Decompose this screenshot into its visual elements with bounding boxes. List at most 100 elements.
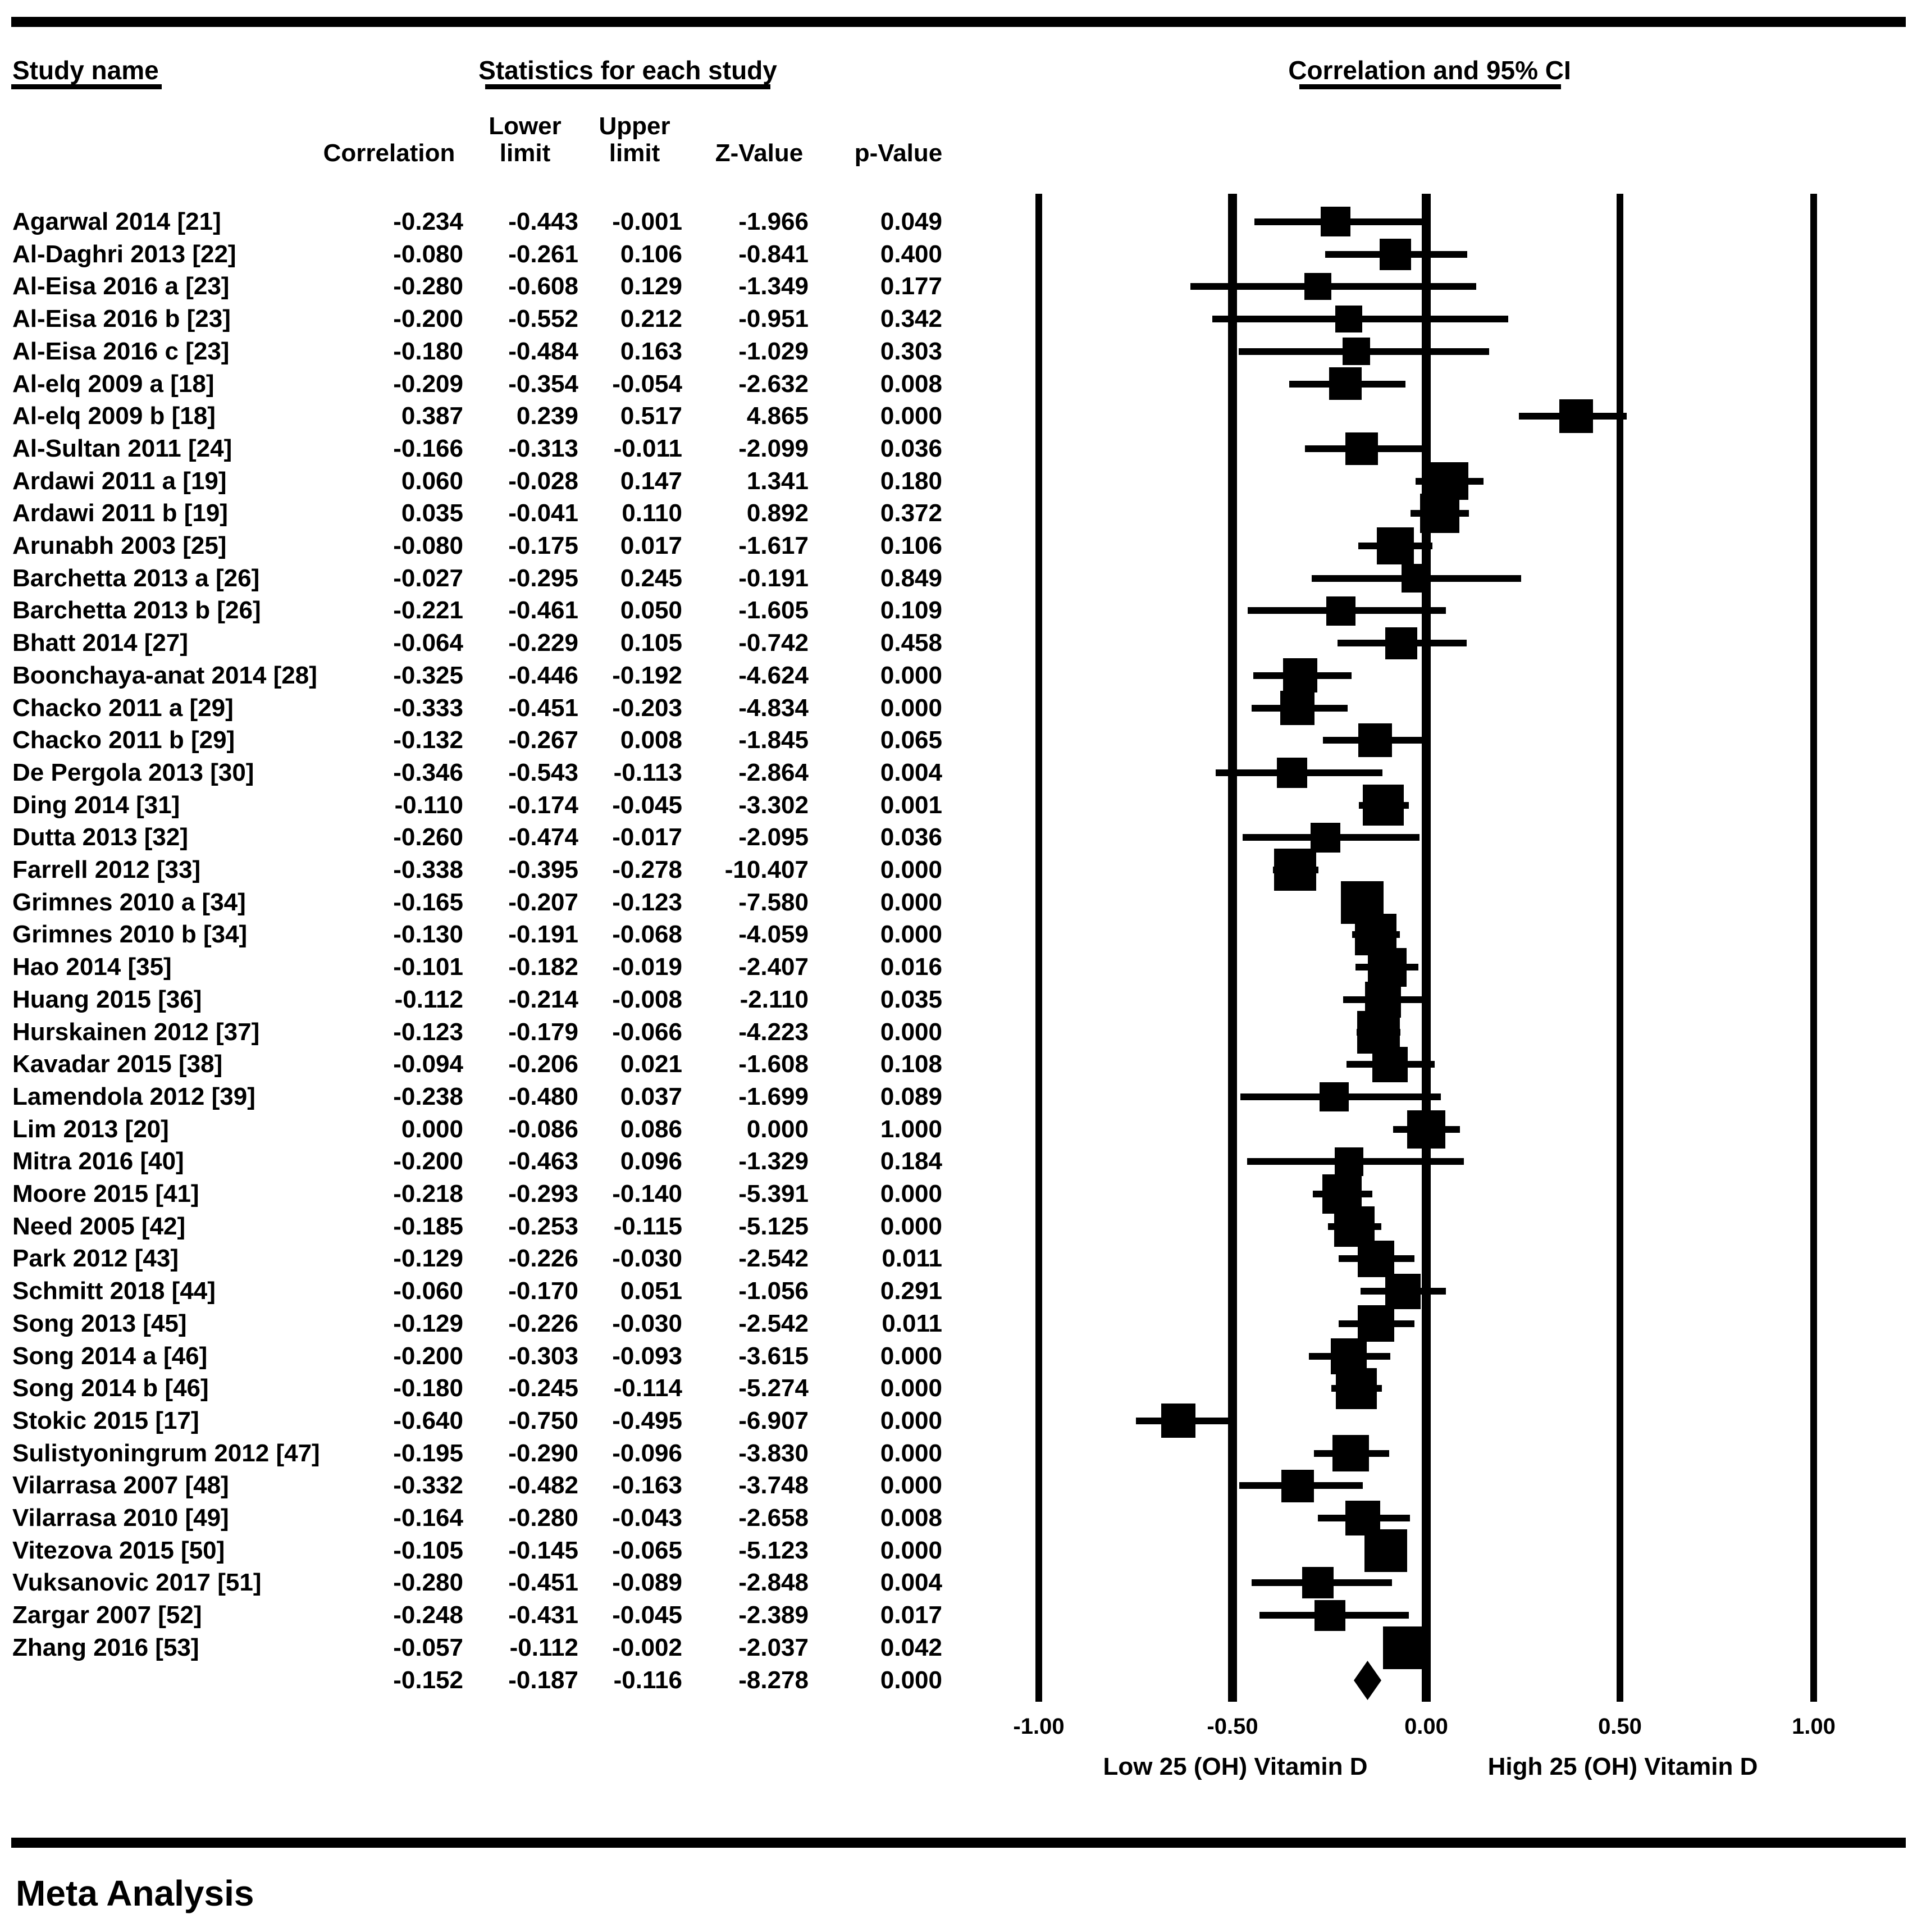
stat-correlation: -0.166 bbox=[393, 435, 463, 462]
stat-z-value: -0.951 bbox=[738, 305, 809, 332]
study-name: Al-elq 2009 b [18] bbox=[12, 402, 216, 430]
stat-p-value: 0.000 bbox=[880, 1018, 942, 1046]
stat-lower-limit: -0.226 bbox=[508, 1310, 578, 1337]
stat-upper-limit: 0.050 bbox=[620, 596, 682, 624]
effect-square bbox=[1343, 338, 1370, 365]
stat-upper-limit: -0.093 bbox=[612, 1342, 682, 1370]
stat-lower-limit: -0.431 bbox=[508, 1601, 578, 1629]
stat-lower-limit: -0.229 bbox=[508, 629, 578, 657]
stat-correlation: -0.129 bbox=[393, 1245, 463, 1272]
stat-lower-limit: -0.303 bbox=[508, 1342, 578, 1370]
stat-correlation: -0.180 bbox=[393, 1374, 463, 1402]
study-name: Al-Sultan 2011 [24] bbox=[12, 435, 232, 462]
stat-p-value: 0.180 bbox=[880, 467, 942, 495]
stat-p-value: 0.011 bbox=[882, 1310, 942, 1337]
stat-lower-limit: -0.175 bbox=[508, 532, 578, 559]
stat-p-value: 0.106 bbox=[880, 532, 942, 559]
stat-z-value: -0.191 bbox=[738, 564, 809, 592]
study-name: Zhang 2016 [53] bbox=[12, 1634, 199, 1661]
stat-z-value: -4.624 bbox=[738, 662, 809, 689]
stat-correlation: -0.129 bbox=[393, 1310, 463, 1337]
stat-lower-limit: -0.191 bbox=[508, 921, 578, 948]
stat-upper-limit: -0.045 bbox=[612, 791, 682, 819]
stat-lower-limit: -0.608 bbox=[508, 272, 578, 300]
stat-lower-limit: -0.395 bbox=[508, 856, 578, 883]
effect-square bbox=[1336, 1368, 1377, 1409]
stat-lower-limit: -0.446 bbox=[508, 662, 578, 689]
stat-p-value: 0.000 bbox=[880, 1537, 942, 1564]
stat-lower-limit: -0.451 bbox=[508, 694, 578, 722]
stat-lower-limit: -0.463 bbox=[508, 1147, 578, 1175]
stat-upper-limit: -0.030 bbox=[612, 1310, 682, 1337]
stat-lower-limit: -0.480 bbox=[508, 1083, 578, 1110]
stat-p-value: 0.008 bbox=[880, 1504, 942, 1532]
stat-correlation: 0.035 bbox=[401, 499, 463, 527]
stat-z-value: -4.834 bbox=[738, 694, 809, 722]
stat-z-value: 4.865 bbox=[746, 402, 809, 430]
stat-z-value: -3.748 bbox=[738, 1471, 809, 1499]
stat-correlation: -0.060 bbox=[393, 1277, 463, 1305]
stat-z-value: -4.059 bbox=[738, 921, 809, 948]
stat-p-value: 0.000 bbox=[880, 402, 942, 430]
stat-correlation: -0.218 bbox=[393, 1180, 463, 1208]
stat-upper-limit: 0.147 bbox=[620, 467, 682, 495]
stat-p-value: 0.000 bbox=[880, 1342, 942, 1370]
overall-diamond bbox=[1354, 1661, 1381, 1700]
stat-z-value: -5.274 bbox=[738, 1374, 809, 1402]
stat-correlation: -0.333 bbox=[393, 694, 463, 722]
stat-upper-limit: 0.037 bbox=[620, 1083, 682, 1110]
stat-upper-limit: -0.002 bbox=[612, 1634, 682, 1661]
stat-z-value: -1.699 bbox=[738, 1083, 809, 1110]
stat-lower-limit: -0.354 bbox=[508, 370, 578, 398]
stat-lower-limit: -0.290 bbox=[508, 1439, 578, 1467]
stat-lower-limit: -0.206 bbox=[508, 1050, 578, 1078]
stat-upper-limit: -0.123 bbox=[612, 888, 682, 916]
study-name: Dutta 2013 [32] bbox=[12, 823, 189, 851]
stat-lower-limit: -0.207 bbox=[508, 888, 578, 916]
effect-square bbox=[1385, 1274, 1421, 1309]
axis-tick-label: -0.50 bbox=[1207, 1714, 1258, 1739]
study-name: Hurskainen 2012 [37] bbox=[12, 1018, 260, 1046]
stat-upper-limit: -0.043 bbox=[612, 1504, 682, 1532]
stat-z-value: -3.615 bbox=[738, 1342, 809, 1370]
stat-lower-limit: -0.245 bbox=[508, 1374, 578, 1402]
effect-square bbox=[1358, 1305, 1394, 1342]
stat-upper-limit: 0.096 bbox=[620, 1147, 682, 1175]
stat-p-value: 0.089 bbox=[880, 1083, 942, 1110]
study-name: Song 2013 [45] bbox=[12, 1310, 187, 1337]
study-name: Grimnes 2010 b [34] bbox=[12, 921, 248, 948]
stat-correlation: -0.338 bbox=[393, 856, 463, 883]
stat-z-value: -0.742 bbox=[738, 629, 809, 657]
stat-lower-limit: -0.750 bbox=[508, 1407, 578, 1434]
stat-correlation: -0.132 bbox=[393, 726, 463, 754]
stat-correlation: -0.346 bbox=[393, 759, 463, 786]
stat-upper-limit: -0.114 bbox=[613, 1374, 682, 1402]
effect-square bbox=[1320, 1082, 1349, 1111]
stat-z-value: -5.123 bbox=[738, 1537, 809, 1564]
stat-upper-limit: -0.089 bbox=[612, 1569, 682, 1596]
effect-square bbox=[1280, 691, 1314, 725]
stat-upper-limit: -0.030 bbox=[612, 1245, 682, 1272]
effect-square bbox=[1402, 564, 1430, 593]
stat-p-value: 0.001 bbox=[880, 791, 942, 819]
stat-upper-limit: 0.008 bbox=[620, 726, 682, 754]
stat-z-value: 0.000 bbox=[746, 1115, 809, 1143]
stat-upper-limit: -0.113 bbox=[613, 759, 682, 786]
stat-p-value: 0.036 bbox=[880, 823, 942, 851]
effect-square bbox=[1321, 207, 1350, 236]
stat-upper-limit: 0.129 bbox=[620, 272, 682, 300]
effect-square bbox=[1314, 1600, 1345, 1631]
stat-upper-limit: -0.019 bbox=[612, 953, 682, 981]
stat-correlation: -0.152 bbox=[393, 1666, 463, 1694]
stat-z-value: -2.099 bbox=[738, 435, 809, 462]
effect-square bbox=[1363, 785, 1404, 826]
stat-upper-limit: 0.212 bbox=[620, 305, 682, 332]
stat-z-value: -6.907 bbox=[738, 1407, 809, 1434]
study-name: Barchetta 2013 a [26] bbox=[12, 564, 260, 592]
study-name: Vilarrasa 2010 [49] bbox=[12, 1504, 229, 1532]
effect-square bbox=[1304, 273, 1331, 300]
stat-correlation: -0.280 bbox=[393, 1569, 463, 1596]
stat-correlation: -0.200 bbox=[393, 1342, 463, 1370]
stat-z-value: -5.125 bbox=[738, 1213, 809, 1240]
